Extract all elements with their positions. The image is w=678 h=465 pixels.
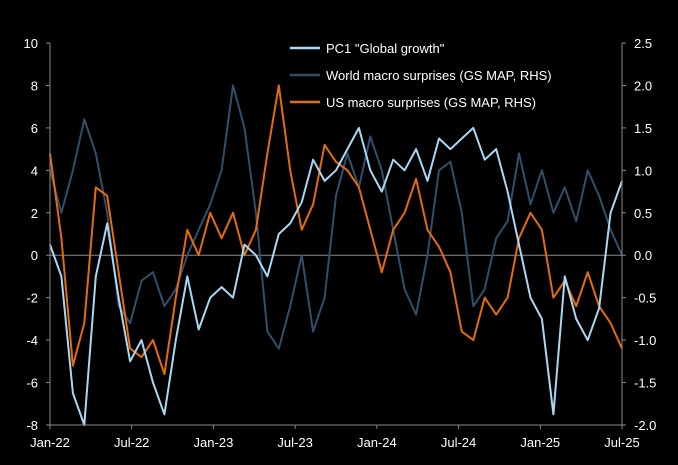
x-tick-label: Jan-22 (30, 435, 70, 450)
left-tick-label: 6 (31, 121, 38, 136)
left-tick-label: -4 (26, 333, 38, 348)
x-tick-label: Jul-23 (277, 435, 312, 450)
left-tick-label: -8 (26, 418, 38, 433)
left-tick-label: -6 (26, 376, 38, 391)
x-tick-label: Jan-23 (194, 435, 234, 450)
x-axis: Jan-22 Jul-22 Jan-23 Jul-23 Jan-24 Jul-24 Jan-… (30, 424, 640, 450)
plot-area (49, 84, 623, 426)
right-axis: 2.5 2.0 1.5 1.0 0.5 0.0 -0.5 -1.0 -1.5 -2.0 (621, 36, 656, 433)
right-tick-label: -1.5 (634, 376, 656, 391)
x-tick-label: Jan-24 (357, 435, 397, 450)
right-tick-label: 2.0 (634, 78, 652, 93)
right-tick-label: 0.0 (634, 248, 652, 263)
left-tick-label: 8 (31, 78, 38, 93)
x-tick-label: Jan-25 (520, 435, 560, 450)
series-line-world-macro-surprises-gs-map-rhs (49, 84, 623, 350)
legend-label-us-macro-surprises-gs-map-rhs: US macro surprises (GS MAP, RHS) (326, 95, 536, 110)
right-tick-label: 1.0 (634, 163, 652, 178)
legend-label-pc1-global-growth: PC1 "Global growth" (326, 41, 445, 56)
right-tick-label: 0.5 (634, 206, 652, 221)
x-tick-label: Jul-24 (441, 435, 476, 450)
left-tick-label: 2 (31, 206, 38, 221)
legend: PC1 "Global growth" World macro surprises… (290, 41, 552, 110)
right-tick-label: -2.0 (634, 418, 656, 433)
right-tick-label: 2.5 (634, 36, 652, 51)
right-tick-label: -0.5 (634, 291, 656, 306)
series-line-pc1-global-growth (49, 126, 623, 426)
left-axis: 10 8 6 4 2 0 -2 -4 -6 -8 (24, 36, 51, 433)
left-tick-label: 4 (31, 163, 38, 178)
left-tick-label: 10 (24, 36, 38, 51)
x-tick-label: Jul-22 (114, 435, 149, 450)
left-tick-label: 0 (31, 248, 38, 263)
left-tick-label: -2 (26, 291, 38, 306)
legend-label-world-macro-surprises-gs-map-rhs: World macro surprises (GS MAP, RHS) (326, 68, 552, 83)
x-tick-label: Jul-25 (604, 435, 639, 450)
right-tick-label: -1.0 (634, 333, 656, 348)
right-tick-label: 1.5 (634, 121, 652, 136)
